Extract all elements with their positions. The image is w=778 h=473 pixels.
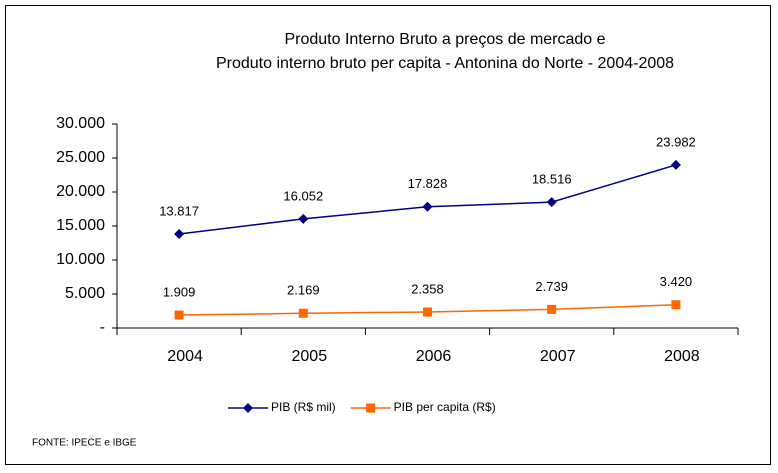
x-tick-label: 2008 <box>664 348 700 365</box>
legend-marker <box>366 403 376 413</box>
data-label: 23.982 <box>656 134 696 149</box>
x-tick-label: 2004 <box>167 348 203 365</box>
data-point <box>298 308 308 318</box>
data-point <box>546 197 557 208</box>
x-tick-label: 2005 <box>292 348 328 365</box>
data-label: 2.358 <box>411 281 444 296</box>
x-tick-label: 2006 <box>416 348 452 365</box>
chart-title: Produto Interno Bruto a preços de mercad… <box>284 31 605 48</box>
y-tick-label: - <box>100 319 105 336</box>
y-tick-label: 5.000 <box>65 285 105 302</box>
legend-marker <box>243 403 253 413</box>
chart-frame <box>5 5 771 465</box>
y-tick-label: 20.000 <box>56 183 105 200</box>
y-tick-label: 15.000 <box>56 217 105 234</box>
data-label: 2.169 <box>287 283 320 298</box>
data-point <box>298 213 309 224</box>
legend-label: PIB per capita (R$) <box>394 400 496 414</box>
data-label: 17.828 <box>408 176 448 191</box>
data-point <box>670 159 681 170</box>
data-point <box>671 300 681 310</box>
data-label: 2.739 <box>535 279 568 294</box>
chart-title: Produto interno bruto per capita - Anton… <box>216 55 674 72</box>
y-tick-label: 30.000 <box>56 115 105 132</box>
data-point <box>547 304 557 314</box>
y-tick-label: 10.000 <box>56 251 105 268</box>
data-label: 18.516 <box>532 172 572 187</box>
data-point <box>422 201 433 212</box>
data-label: 16.052 <box>283 188 323 203</box>
data-point <box>174 229 185 240</box>
data-label: 3.420 <box>660 274 693 289</box>
source-note: FONTE: IPECE e IBGE <box>32 438 137 449</box>
data-point <box>174 310 184 320</box>
data-label: 1.909 <box>163 284 196 299</box>
x-tick-label: 2007 <box>540 348 576 365</box>
y-tick-label: 25.000 <box>56 149 105 166</box>
legend-label: PIB (R$ mil) <box>271 400 336 414</box>
data-point <box>423 307 432 317</box>
data-label: 13.817 <box>159 203 199 218</box>
